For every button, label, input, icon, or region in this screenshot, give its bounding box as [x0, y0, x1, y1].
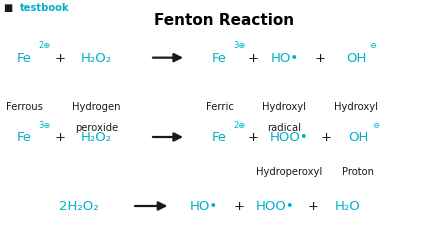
Text: peroxide: peroxide [75, 123, 118, 132]
Text: 2⊕: 2⊕ [38, 41, 50, 50]
Text: ⊖: ⊖ [370, 41, 377, 50]
Text: +: + [55, 52, 66, 65]
Text: Fe: Fe [17, 52, 32, 65]
Text: Hydrogen: Hydrogen [72, 102, 121, 112]
Text: ⊖: ⊖ [372, 120, 379, 129]
Text: Fe: Fe [212, 52, 227, 65]
Text: Proton: Proton [342, 166, 375, 176]
Text: +: + [248, 52, 258, 65]
Text: +: + [321, 131, 332, 144]
Text: +: + [248, 131, 258, 144]
Text: +: + [315, 52, 326, 65]
Text: OH: OH [346, 52, 366, 65]
Text: 2H₂O₂: 2H₂O₂ [59, 200, 98, 213]
Text: Fe: Fe [212, 131, 227, 144]
Text: +: + [233, 200, 244, 213]
Text: Hydroxyl: Hydroxyl [334, 102, 378, 112]
Text: +: + [308, 200, 319, 213]
Text: testbook: testbook [20, 3, 70, 13]
Text: Ferric: Ferric [206, 102, 233, 112]
Text: ■: ■ [4, 3, 13, 13]
Text: Fenton Reaction: Fenton Reaction [154, 13, 294, 27]
Text: Ferrous: Ferrous [6, 102, 43, 112]
Text: 2⊕: 2⊕ [233, 120, 245, 129]
Text: H₂O₂: H₂O₂ [81, 131, 112, 144]
Text: H₂O₂: H₂O₂ [81, 52, 112, 65]
Text: Fe: Fe [17, 131, 32, 144]
Text: HO•: HO• [270, 52, 299, 65]
Text: H₂O: H₂O [334, 200, 360, 213]
Text: OH: OH [348, 131, 369, 144]
Text: HOO•: HOO• [256, 200, 295, 213]
Text: Hydroperoxyl: Hydroperoxyl [256, 166, 322, 176]
Text: HOO•: HOO• [270, 131, 308, 144]
Text: HO•: HO• [190, 200, 218, 213]
Text: Hydroxyl: Hydroxyl [263, 102, 306, 112]
Text: 3⊕: 3⊕ [233, 41, 246, 50]
Text: radical: radical [267, 123, 302, 132]
Text: 3⊕: 3⊕ [38, 120, 51, 129]
Text: +: + [55, 131, 66, 144]
